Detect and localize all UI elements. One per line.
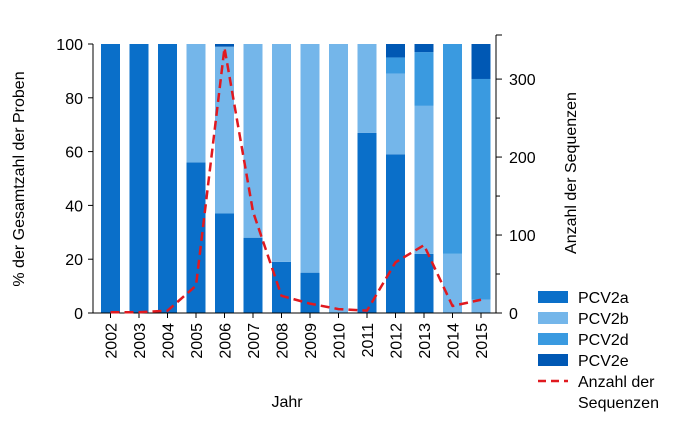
legend-label: PCV2a [578,290,629,307]
bar-pcv2d-2013 [414,52,434,106]
y-tick-label: 80 [65,91,83,108]
labels-layer: 0 20 40 60 80 100 2002 2003 2004 2005 2006 2007 2008… [11,37,580,411]
bar-pcv2a-2008 [272,261,291,313]
legend-label: PCV2e [578,353,629,370]
bar-pcv2a-2005 [186,162,206,313]
legend-swatch-pcv2d [538,333,568,345]
x-tick-label: 2006 [218,323,235,359]
bar-pcv2d-2012 [386,57,405,74]
line-anzahl-der-sequenzen [110,46,482,314]
x-tick-label: 2002 [104,323,121,359]
legend-swatch-pcv2a [538,291,568,303]
bar-pcv2a-2011 [357,132,377,313]
legend: PCV2a PCV2b PCV2d PCV2e Anzahl der Sequenzen [538,290,659,412]
legend-swatch-pcv2e [538,354,568,366]
bar-pcv2a-2009 [300,272,320,313]
y-tick-label: 100 [56,37,83,54]
x-tick-label: 2005 [189,323,206,359]
bar-pcv2e-2013 [414,44,434,53]
bar-pcv2b-2008 [272,44,291,262]
x-tick-label: 2013 [417,323,434,359]
axes-layer [88,34,502,318]
line-layer [110,46,482,314]
bar-pcv2e-2015 [471,44,491,79]
x-tick-label: 2008 [275,323,292,359]
bar-pcv2e-2012 [386,44,405,58]
x-tick-label: 2011 [360,323,377,358]
bar-pcv2b-2015 [471,299,491,313]
bar-pcv2a-2002 [101,44,120,313]
bar-pcv2a-2004 [158,44,177,313]
x-tick-label: 2012 [389,323,406,359]
legend-label-line2: Sequenzen [578,395,659,412]
y2-axis-title: Anzahl der Sequenzen [563,92,580,254]
bar-pcv2b-2005 [186,44,206,163]
y-tick-label: 20 [65,252,83,269]
bar-pcv2d-2015 [471,78,491,300]
x-tick-label: 2009 [303,323,320,359]
y-axis-title: % der Gesamtzahl der Proben [11,71,28,286]
bar-pcv2a-2006 [215,213,234,313]
x-tick-label: 2004 [161,323,178,359]
y2-tick-label: 0 [509,306,518,323]
bar-pcv2b-2010 [329,44,348,313]
legend-label: PCV2b [578,311,629,328]
y-tick-label: 40 [65,198,83,215]
bar-pcv2b-2009 [300,44,320,273]
bar-pcv2a-2012 [386,154,405,313]
x-axis-title: Jahr [271,394,303,411]
x-tick-label: 2015 [474,323,491,359]
x-tick-label: 2010 [332,323,349,359]
bar-pcv2b-2014 [443,253,462,313]
y2-tick-label: 200 [509,150,536,167]
bar-pcv2b-2011 [357,44,377,133]
y2-tick-label: 300 [509,72,536,89]
bar-pcv2a-2003 [129,44,149,313]
legend-label: PCV2d [578,332,629,349]
bar-pcv2d-2014 [443,44,462,254]
bar-pcv2b-2006 [215,46,234,214]
x-tick-label: 2003 [132,323,149,359]
y-tick-label: 0 [74,306,83,323]
bar-pcv2b-2013 [414,105,434,254]
legend-label: Anzahl der [578,374,655,391]
bar-pcv2a-2013 [414,253,434,313]
x-tick-label: 2014 [446,323,463,359]
y2-tick-label: 100 [509,228,536,245]
x-tick-label: 2007 [246,323,263,359]
legend-swatch-pcv2b [538,312,568,324]
bar-pcv2b-2012 [386,73,405,155]
bar-layer [101,44,491,313]
bar-pcv2a-2007 [243,237,263,313]
bar-pcv2e-2006 [215,44,234,47]
y-tick-label: 60 [65,145,83,162]
